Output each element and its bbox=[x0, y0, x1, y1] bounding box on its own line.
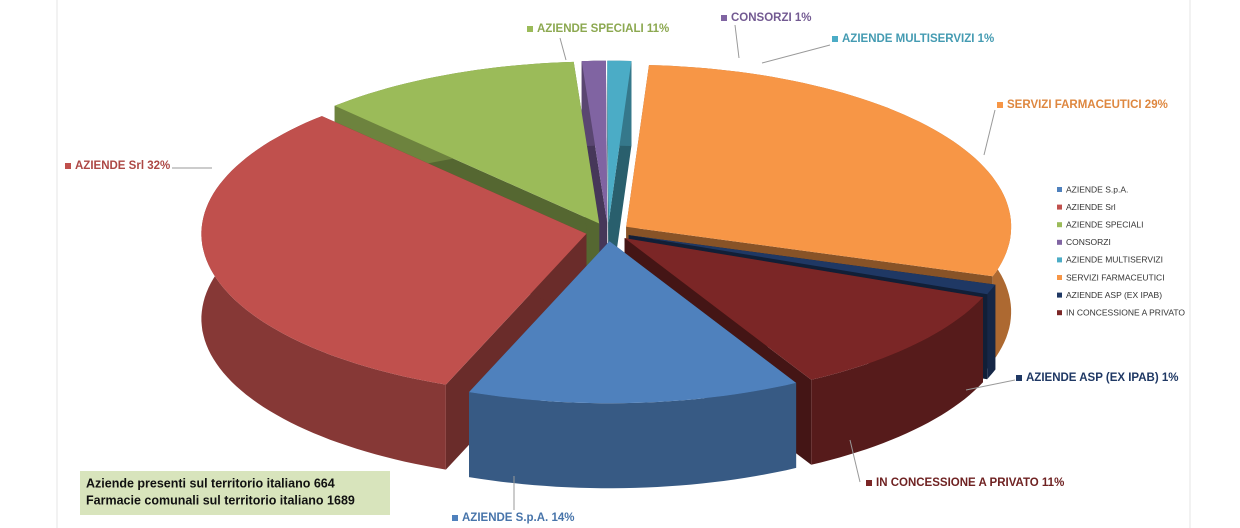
leader-line bbox=[983, 109, 996, 156]
legend-key bbox=[1057, 187, 1062, 192]
legend-key bbox=[1057, 204, 1062, 210]
slice bbox=[469, 241, 797, 404]
legend-key bbox=[1057, 239, 1062, 245]
legend-label: AZIENDE S.p.A. bbox=[1066, 184, 1128, 194]
annotation-box bbox=[80, 471, 390, 515]
slice bbox=[626, 65, 1012, 277]
leader-line bbox=[761, 44, 831, 64]
legend-key bbox=[1057, 292, 1062, 298]
annotation: Farmacie comunali sul territorio italian… bbox=[86, 493, 355, 507]
legend-key bbox=[1057, 222, 1062, 228]
data-label: AZIENDE SPECIALI 11% bbox=[537, 23, 669, 35]
label-key bbox=[65, 163, 71, 169]
label-key bbox=[1016, 375, 1022, 381]
legend-key bbox=[1057, 275, 1062, 280]
slice bbox=[607, 60, 632, 223]
legend-label: AZIENDE ASP (EX IPAB) bbox=[1066, 290, 1162, 300]
slice-wall bbox=[811, 297, 983, 465]
leader-line bbox=[965, 379, 1016, 391]
leader-line bbox=[734, 24, 740, 59]
label-key bbox=[527, 26, 533, 32]
slice bbox=[201, 116, 587, 385]
legend-key bbox=[1057, 310, 1062, 316]
data-label: CONSORZI 1% bbox=[731, 12, 812, 24]
label-key bbox=[997, 102, 1003, 108]
label-key bbox=[832, 36, 838, 42]
leader-line bbox=[849, 439, 861, 483]
label-key bbox=[452, 515, 458, 521]
data-label: AZIENDE MULTISERVIZI 1% bbox=[842, 33, 994, 45]
legend-label: IN CONCESSIONE A PRIVATO bbox=[1066, 307, 1185, 317]
slice-wall bbox=[987, 284, 996, 380]
pie bbox=[201, 60, 1012, 489]
data-label: AZIENDE Srl 32% bbox=[75, 160, 170, 172]
label-key bbox=[866, 480, 872, 486]
data-label: SERVIZI FARMACEUTICI 29% bbox=[1007, 99, 1168, 111]
legend-label: CONSORZI bbox=[1066, 237, 1111, 247]
annotation: Aziende presenti sul territorio italiano… bbox=[86, 476, 335, 490]
leader-line bbox=[559, 37, 567, 61]
legend-label: SERVIZI FARMACEUTICI bbox=[1066, 272, 1165, 282]
data-label: IN CONCESSIONE A PRIVATO 11% bbox=[876, 477, 1064, 489]
legend-key bbox=[1057, 257, 1062, 263]
slice-wall bbox=[469, 382, 797, 489]
slice bbox=[628, 235, 996, 295]
legend-label: AZIENDE SPECIALI bbox=[1066, 219, 1143, 229]
label-key bbox=[721, 15, 727, 21]
legend-label: AZIENDE MULTISERVIZI bbox=[1066, 255, 1163, 265]
data-label: AZIENDE S.p.A. 14% bbox=[462, 512, 574, 524]
slice bbox=[624, 238, 983, 380]
slice bbox=[581, 60, 608, 223]
slice bbox=[334, 61, 600, 224]
data-label: AZIENDE ASP (EX IPAB) 1% bbox=[1026, 372, 1179, 384]
legend-label: AZIENDE Srl bbox=[1066, 202, 1116, 212]
